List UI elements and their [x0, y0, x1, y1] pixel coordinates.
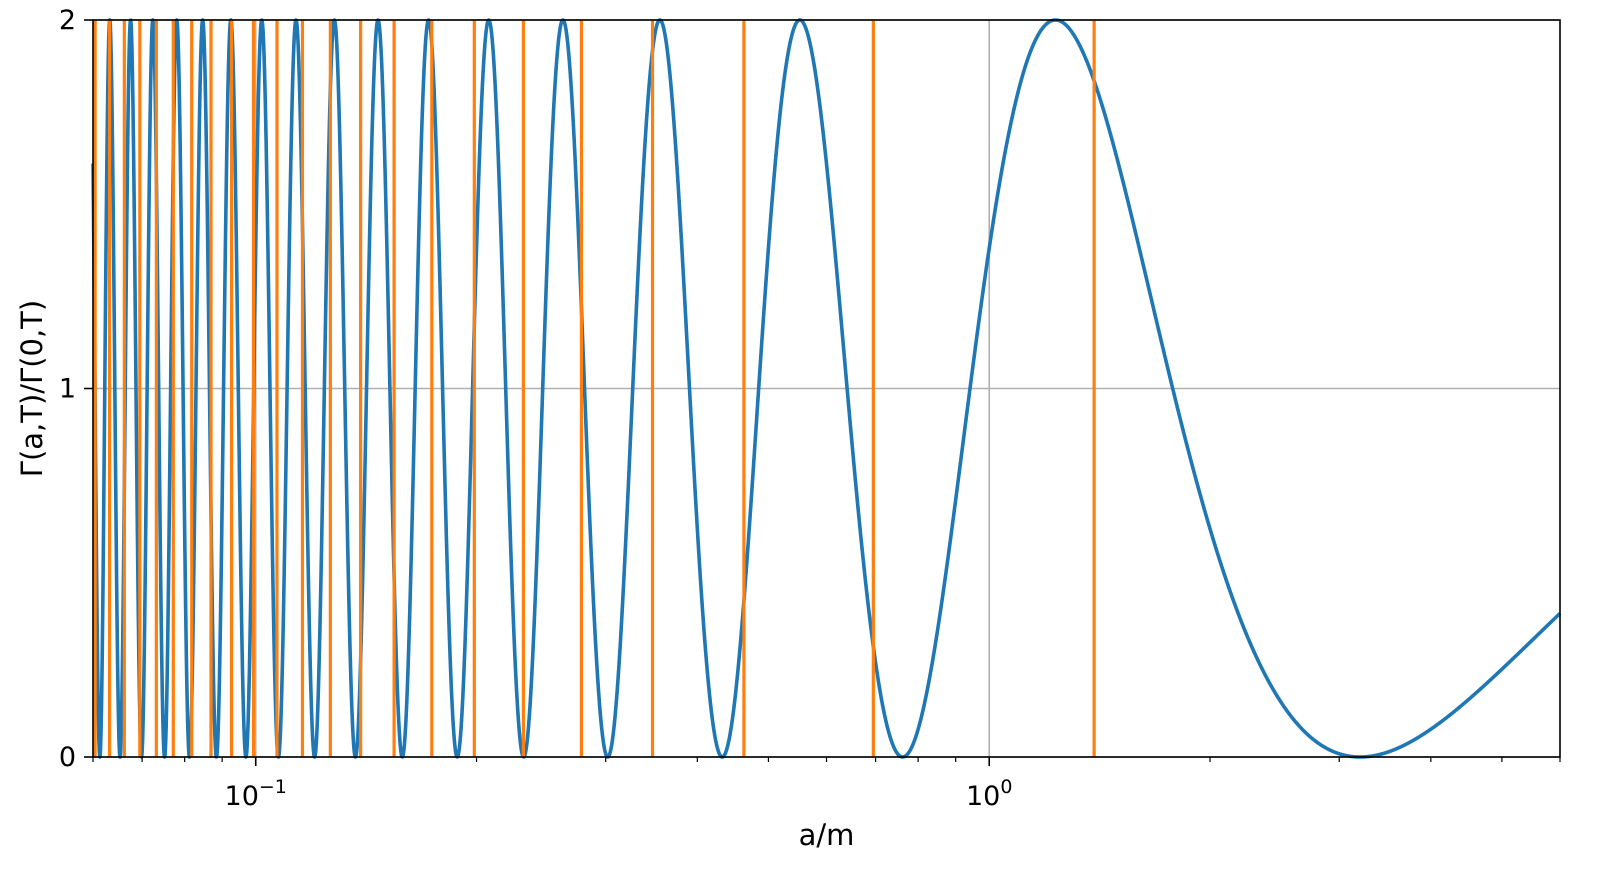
curve-layer: [91, 18, 1562, 759]
x-tick-label: 10−1: [225, 776, 287, 812]
x-tick-label-base: 10: [966, 781, 1000, 812]
orange-vertical-lines: [93, 20, 1096, 757]
series-line-ratio: [91, 18, 1562, 759]
x-axis-label: a/m: [799, 818, 855, 852]
y-tick-label: 1: [59, 374, 76, 405]
y-tick-label: 2: [59, 5, 76, 36]
y-tick-label: 0: [59, 742, 76, 773]
x-tick-label: 100: [966, 776, 1012, 812]
x-tick-label-exponent: −1: [259, 776, 287, 798]
x-tick-label-exponent: 0: [1000, 776, 1012, 798]
y-axis-label: Γ(a,T)/Γ(0,T): [15, 300, 49, 477]
axis-ticks: [84, 19, 1561, 766]
x-tick-label-base: 10: [225, 781, 259, 812]
grid-lines: [93, 19, 1560, 758]
